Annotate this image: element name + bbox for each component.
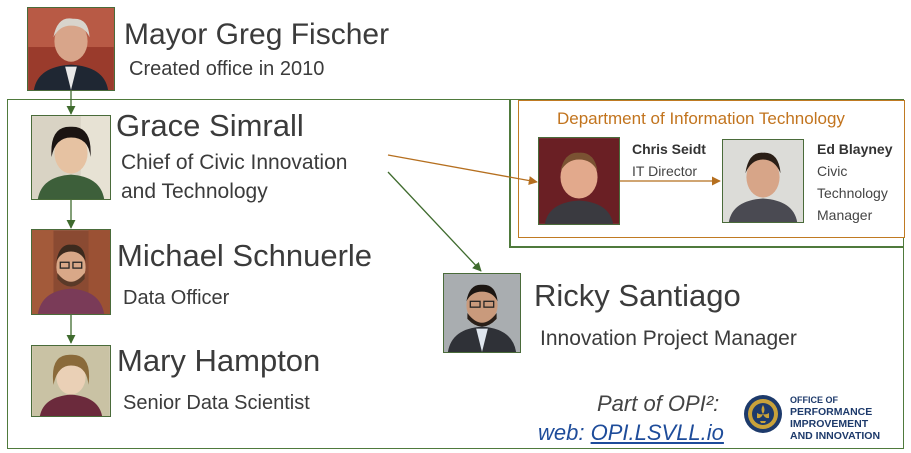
dit-box-outline: [509, 99, 511, 247]
mary-role: Senior Data Scientist: [123, 392, 310, 414]
opi-logo-text: OFFICE OF PERFORMANCE IMPROVEMENT AND IN…: [790, 394, 880, 442]
opi-logo-line4: AND INNOVATION: [790, 430, 881, 442]
ed-name: Ed Blayney: [817, 141, 893, 157]
web-line: web: OPI.LSVLL.io: [538, 420, 724, 446]
opi-logo-line3: IMPROVEMENT: [790, 418, 869, 430]
chris-name: Chris Seidt: [632, 141, 706, 157]
part-of-opi-text: Part of OPI²:: [597, 391, 720, 416]
michael-role: Data Officer: [123, 287, 230, 309]
opi-website-link[interactable]: OPI.LSVLL.io: [590, 420, 724, 445]
mayor-photo: [27, 7, 115, 91]
chris-role: IT Director: [632, 163, 698, 179]
web-prefix: web:: [538, 420, 591, 445]
michael-photo: [31, 229, 111, 315]
ed-role-line1: Civic: [817, 163, 848, 179]
chris-photo: [538, 137, 620, 225]
ricky-photo: [443, 273, 521, 353]
ed-photo: [722, 139, 804, 223]
opi-logo-line1: OFFICE OF: [790, 395, 838, 405]
grace-photo: [31, 115, 111, 200]
louisville-seal-icon: [743, 394, 783, 434]
dit-box-outline-bottom: [509, 246, 904, 248]
mayor-role: Created office in 2010: [129, 58, 325, 80]
dit-title: Department of Information Technology: [557, 109, 845, 128]
grace-name: Grace Simrall: [116, 108, 304, 143]
opi-logo-line2: PERFORMANCE: [790, 406, 873, 418]
grace-role-line1: Chief of Civic Innovation: [121, 151, 348, 174]
michael-name: Michael Schnuerle: [117, 238, 373, 273]
mary-name: Mary Hampton: [117, 343, 321, 378]
ricky-name: Ricky Santiago: [534, 278, 741, 313]
civic-innovation-box: [7, 99, 904, 449]
ed-role-line3: Manager: [817, 207, 873, 223]
ricky-role: Innovation Project Manager: [540, 327, 797, 350]
ed-role-line2: Technology: [817, 185, 888, 201]
grace-role-line2: and Technology: [121, 180, 268, 203]
mary-photo: [31, 345, 111, 417]
mayor-name: Mayor Greg Fischer: [124, 18, 390, 51]
